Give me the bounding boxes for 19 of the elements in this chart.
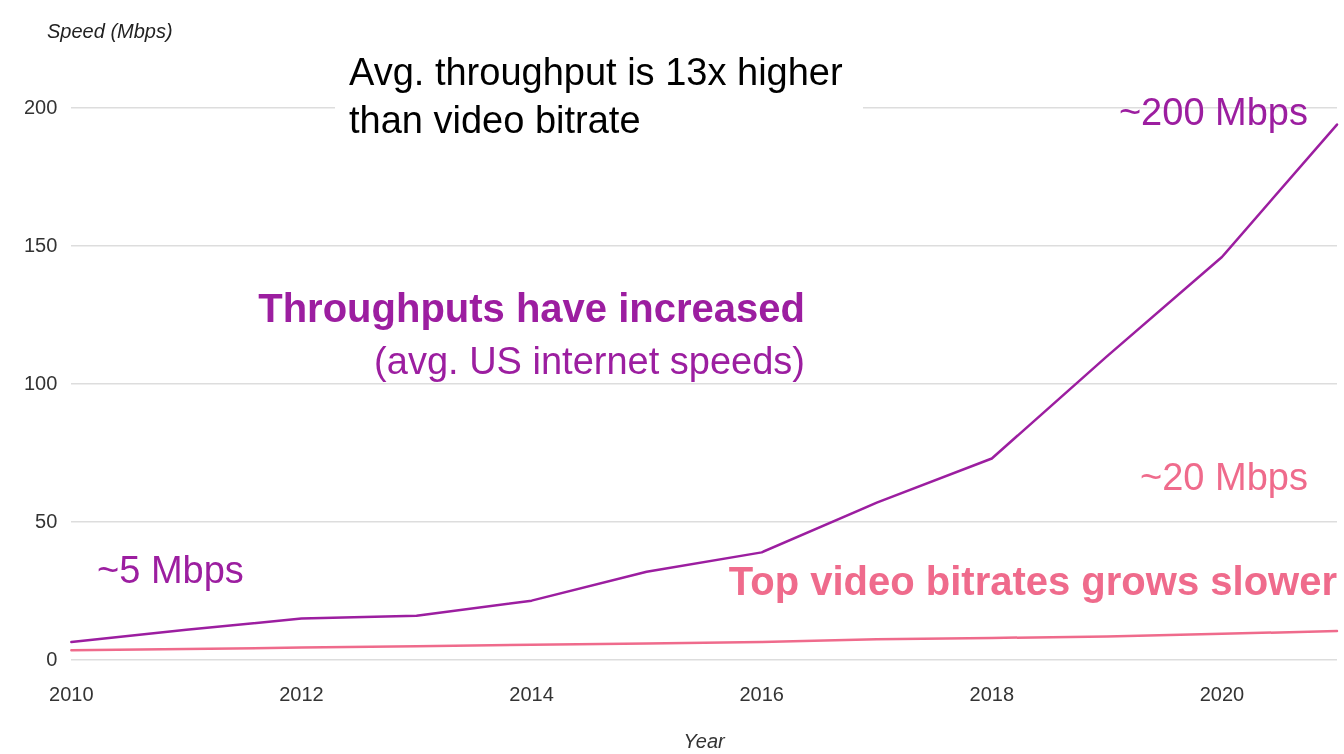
series-label: Top video bitrates grows slower — [728, 559, 1337, 603]
annotation: Avg. throughput is 13x higher than video bitrate — [335, 48, 863, 144]
y-tick-label: 0 — [46, 647, 58, 670]
x-tick-label: 2020 — [1199, 682, 1245, 705]
y-tick-label: 150 — [23, 233, 58, 256]
y-tick-label: 50 — [35, 509, 58, 532]
text: Throughputs have increased (avg. US internet speeds) — [258, 286, 805, 382]
annotation: ~20 Mbps — [1140, 456, 1308, 498]
y-tick-label: 200 — [23, 95, 58, 118]
annotation: ~200 Mbps — [1118, 91, 1308, 133]
x-tick-label: 2016 — [739, 682, 784, 705]
y-axis-title: Speed (Mbps) — [47, 20, 173, 43]
x-tick-label: 2012 — [279, 682, 324, 705]
x-tick-label: 2010 — [49, 682, 94, 705]
y-tick-label: 100 — [23, 371, 58, 394]
annotation: ~5 Mbps — [97, 549, 244, 591]
x-tick-label: 2018 — [969, 682, 1015, 705]
x-tick-label: 2014 — [509, 682, 554, 705]
x-axis-title: Year — [683, 729, 727, 752]
